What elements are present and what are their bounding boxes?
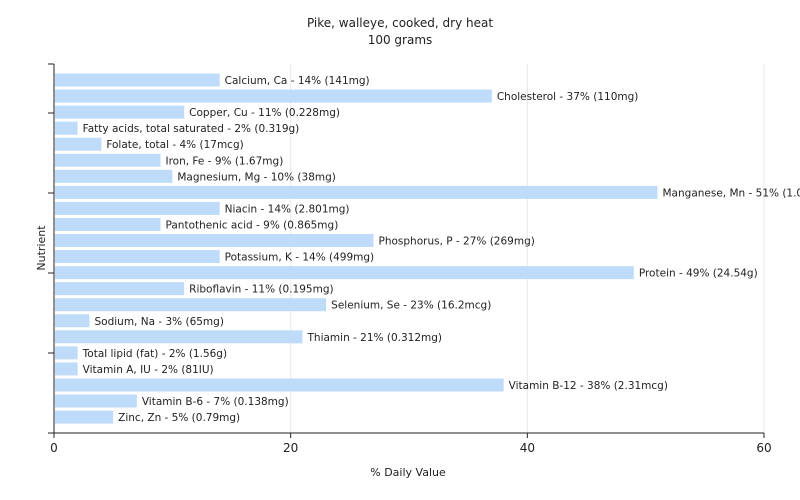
bar-label: Fatty acids, total saturated - 2% (0.319… — [83, 123, 300, 135]
bar-label: Calcium, Ca - 14% (141mg) — [225, 75, 370, 87]
bar — [55, 282, 185, 296]
bar-label: Magnesium, Mg - 10% (38mg) — [177, 171, 336, 183]
bar — [55, 378, 504, 392]
bar-label: Vitamin B-12 - 38% (2.31mcg) — [509, 380, 668, 392]
bar — [55, 89, 492, 103]
bar — [55, 346, 78, 360]
bar-label: Copper, Cu - 11% (0.228mg) — [189, 107, 340, 119]
bar — [55, 121, 78, 135]
bar-label: Pantothenic acid - 9% (0.865mg) — [166, 219, 339, 231]
bar — [55, 394, 137, 408]
bar-label: Potassium, K - 14% (499mg) — [225, 252, 375, 264]
x-tick-label: 40 — [520, 441, 535, 455]
bar — [55, 73, 220, 87]
bar — [55, 234, 374, 248]
y-axis-ticks — [48, 63, 54, 434]
bar — [55, 185, 658, 199]
bar — [55, 153, 161, 167]
chart-title: Pike, walleye, cooked, dry heat — [307, 16, 493, 30]
bars-group — [55, 73, 658, 424]
bar-label: Riboflavin - 11% (0.195mg) — [189, 284, 333, 296]
x-axis-ticks: 0 20 40 60 — [50, 433, 772, 455]
bar — [55, 137, 102, 151]
bar-label: Niacin - 14% (2.801mg) — [225, 203, 350, 215]
bar — [55, 201, 220, 215]
bar — [55, 266, 634, 280]
bar-label: Vitamin A, IU - 2% (81IU) — [83, 364, 214, 376]
y-axis-title: Nutrient — [35, 225, 48, 271]
bar-labels-group: Calcium, Ca - 14% (141mg) Cholesterol - 3… — [82, 75, 800, 424]
bar — [55, 217, 161, 231]
bar — [55, 250, 220, 264]
bar-label: Folate, total - 4% (17mcg) — [106, 139, 243, 151]
bar-label: Zinc, Zn - 5% (0.79mg) — [118, 412, 240, 424]
bar — [55, 298, 327, 312]
chart-subtitle: 100 grams — [368, 33, 433, 47]
bar — [55, 410, 114, 424]
x-gridlines — [290, 64, 765, 433]
x-tick-label: 60 — [756, 441, 771, 455]
bar-label: Cholesterol - 37% (110mg) — [497, 91, 639, 103]
bar — [55, 362, 78, 376]
bar-label: Sodium, Na - 3% (65mg) — [95, 316, 224, 328]
x-axis-title: % Daily Value — [370, 466, 446, 479]
bar-label: Total lipid (fat) - 2% (1.56g) — [82, 348, 227, 360]
bar-label: Iron, Fe - 9% (1.67mg) — [166, 155, 284, 167]
bar-label: Selenium, Se - 23% (16.2mcg) — [331, 300, 491, 312]
bar — [55, 169, 173, 183]
bar-label: Manganese, Mn - 51% (1.026mg) — [663, 187, 800, 199]
x-tick-label: 20 — [283, 441, 298, 455]
bar-label: Thiamin - 21% (0.312mg) — [307, 332, 443, 344]
bar-label: Phosphorus, P - 27% (269mg) — [379, 236, 535, 248]
bar — [55, 105, 185, 119]
x-tick-label: 0 — [50, 441, 58, 455]
bar-label: Protein - 49% (24.54g) — [639, 268, 758, 280]
bar-label: Vitamin B-6 - 7% (0.138mg) — [142, 396, 289, 408]
bar — [55, 330, 303, 344]
bar — [55, 314, 90, 328]
